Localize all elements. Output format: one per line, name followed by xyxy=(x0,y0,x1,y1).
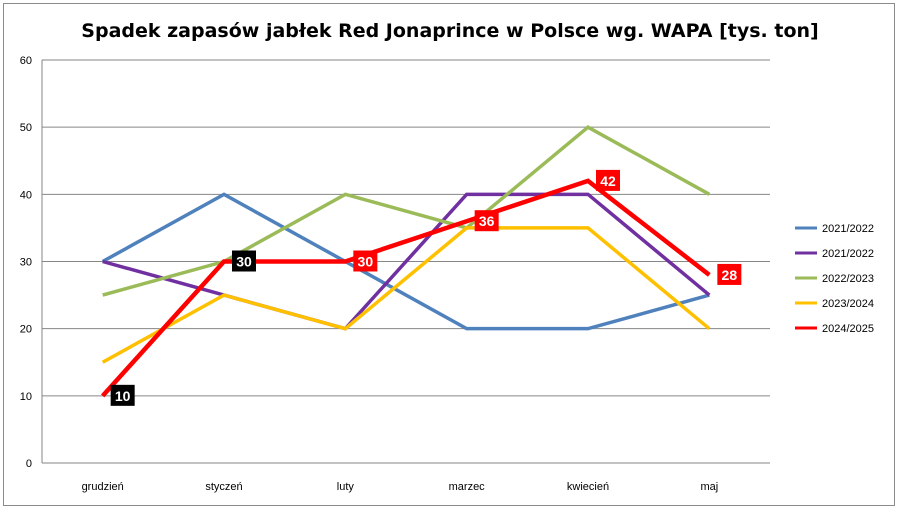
gridlines xyxy=(41,59,770,464)
data-label-text: 30 xyxy=(236,254,252,270)
data-label-box xyxy=(353,250,378,272)
legend-entry: 2021/2022 xyxy=(795,223,874,235)
chart-frame xyxy=(3,3,895,506)
y-tick-label: 20 xyxy=(20,324,32,336)
legend-label: 2023/2024 xyxy=(822,298,874,310)
series-line xyxy=(101,226,711,364)
legend-label: 2021/2022 xyxy=(822,248,874,260)
data-label-box xyxy=(232,250,256,272)
data-label-box xyxy=(596,169,620,191)
data-label: 42 xyxy=(596,169,620,191)
data-label-text: 30 xyxy=(358,254,374,270)
series-line xyxy=(102,192,711,331)
legend-entry: 2022/2023 xyxy=(795,273,874,285)
data-label-text: 42 xyxy=(600,173,616,189)
data-label-box xyxy=(474,210,499,232)
series-line xyxy=(101,192,710,331)
data-labels: 10 30 30 36 42 28 xyxy=(110,169,742,406)
x-tick-label: kwiecień xyxy=(567,481,609,493)
y-tick-label: 10 xyxy=(20,391,32,403)
legend-label: 2022/2023 xyxy=(822,273,874,285)
series-line xyxy=(100,178,711,398)
data-label-text: 10 xyxy=(115,388,131,404)
x-tick-label: marzec xyxy=(449,481,486,493)
legend-entry: 2021/2022 xyxy=(795,248,874,260)
legend: 2021/2022 2021/2022 2022/2023 2023/2024 2024… xyxy=(795,223,874,335)
x-tick-label: styczeń xyxy=(205,481,242,493)
x-axis-ticks: grudzień styczeń luty marzec kwiecień maj xyxy=(82,481,719,493)
y-axis-ticks: 0 10 20 30 40 50 60 xyxy=(20,55,32,470)
series-line xyxy=(102,125,711,297)
data-label: 28 xyxy=(717,263,742,285)
data-label-box xyxy=(717,263,742,285)
data-label: 10 xyxy=(110,384,135,406)
legend-entry: 2023/2024 xyxy=(795,298,874,310)
data-label: 30 xyxy=(232,250,256,272)
y-tick-label: 60 xyxy=(20,55,32,67)
data-label-box xyxy=(110,384,135,406)
data-label: 30 xyxy=(353,250,378,272)
x-tick-label: grudzień xyxy=(82,481,124,493)
y-tick-label: 30 xyxy=(20,257,32,269)
y-tick-label: 50 xyxy=(20,122,32,134)
y-tick-label: 0 xyxy=(26,458,32,470)
data-label: 36 xyxy=(474,210,499,232)
x-tick-label: luty xyxy=(337,481,355,493)
y-tick-label: 40 xyxy=(20,189,32,201)
legend-label: 2024/2025 xyxy=(822,323,874,335)
legend-label: 2021/2022 xyxy=(822,223,874,235)
legend-entry: 2024/2025 xyxy=(795,323,874,335)
x-tick-label: maj xyxy=(700,481,718,493)
data-label-text: 28 xyxy=(722,267,738,283)
data-label-text: 36 xyxy=(479,213,495,229)
chart-title: Spadek zapasów jabłek Red Jonaprince w P… xyxy=(81,20,818,42)
series-lines xyxy=(100,125,711,398)
